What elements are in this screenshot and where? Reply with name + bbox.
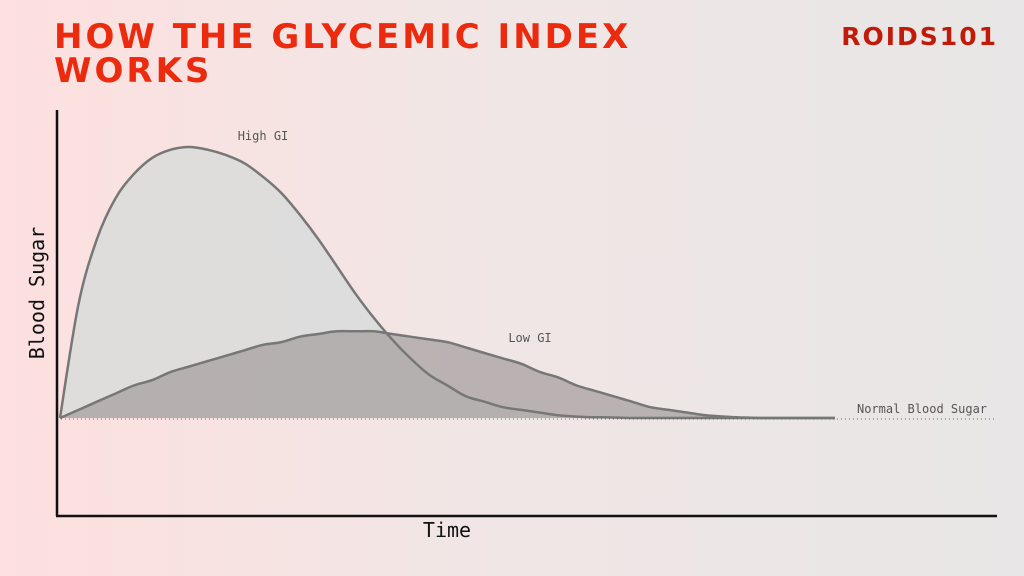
- page-title: HOW THE GLYCEMIC INDEX WORKS: [54, 17, 632, 91]
- series-line-low-gi: [59, 329, 835, 420]
- series-label-high-gi: High GI: [238, 129, 289, 143]
- baseline-label: Normal Blood Sugar: [857, 402, 987, 416]
- chart-plot: [58, 145, 835, 420]
- x-axis-label: Time: [423, 518, 471, 542]
- y-axis-label: Blood Sugar: [25, 227, 49, 359]
- series-area-low-gi: [60, 331, 835, 419]
- series-line-high-gi: [58, 145, 835, 420]
- brand-logo: ROIDS101: [841, 22, 998, 51]
- series-label-low-gi: Low GI: [508, 331, 551, 345]
